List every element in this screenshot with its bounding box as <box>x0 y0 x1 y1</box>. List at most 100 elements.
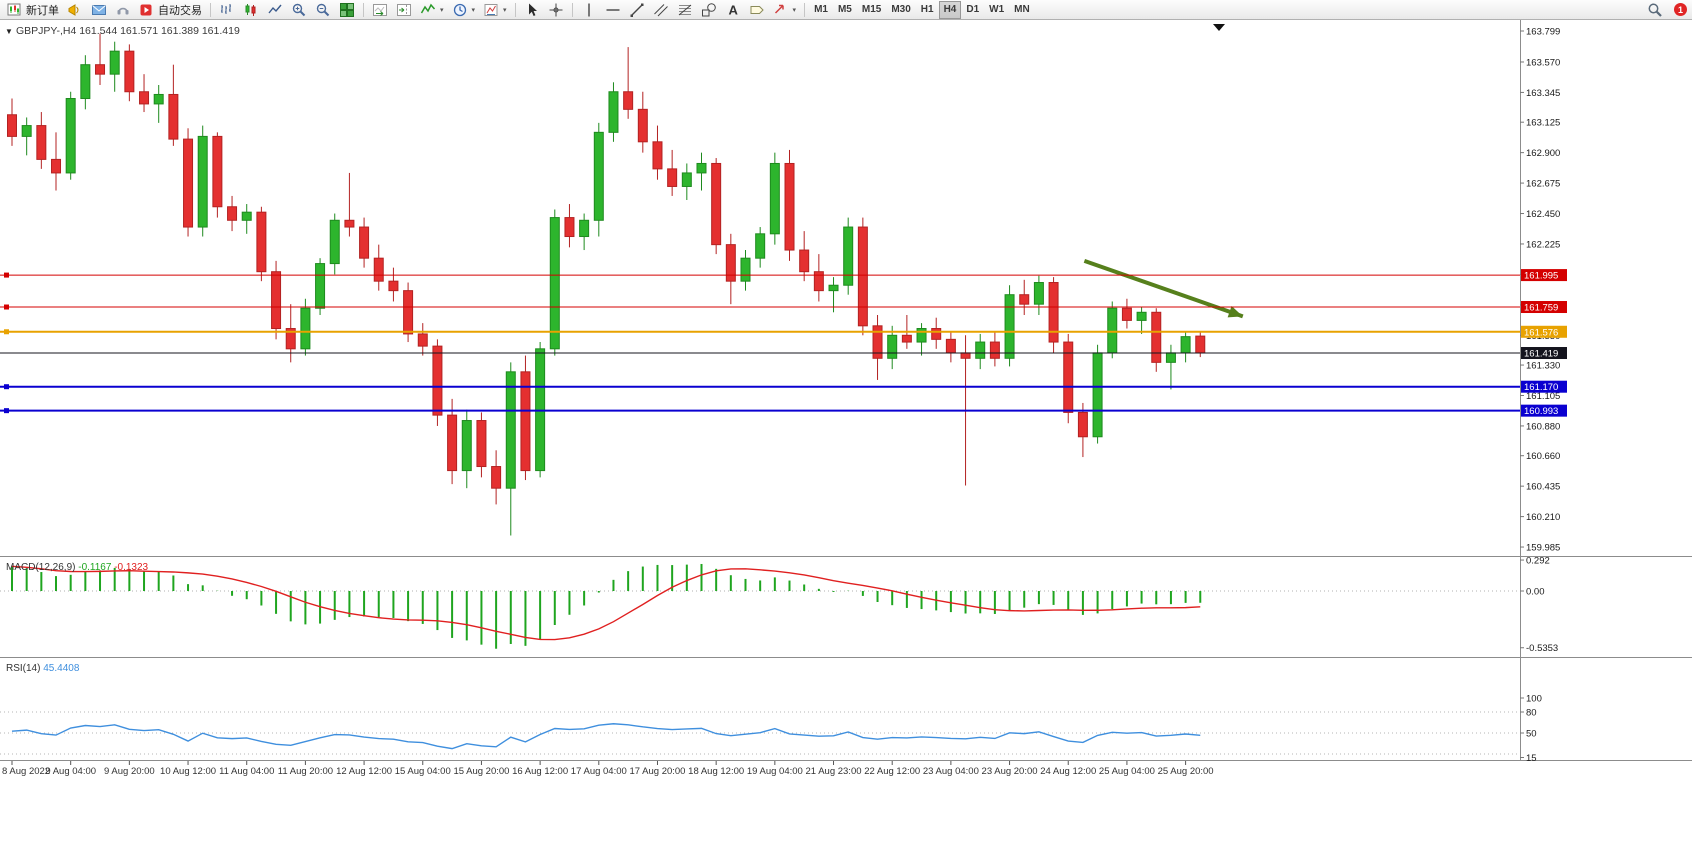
channel-button[interactable] <box>649 0 673 19</box>
candle <box>36 125 47 160</box>
tf-m30[interactable]: M30 <box>886 1 915 19</box>
time-label: 25 Aug 20:00 <box>1158 766 1214 777</box>
rsi-axis-tick: 80 <box>1526 708 1537 719</box>
line-handle[interactable] <box>4 272 9 278</box>
chevron-down-icon[interactable]: ▾ <box>792 6 797 14</box>
candle <box>124 50 135 93</box>
vline-icon <box>581 2 597 18</box>
line-handle[interactable] <box>4 384 9 390</box>
zoomout-icon <box>315 2 331 18</box>
tf-h4-label: H4 <box>943 4 957 15</box>
line-handle[interactable] <box>4 329 9 335</box>
candle <box>740 257 751 282</box>
tf-h1[interactable]: H1 <box>916 1 939 19</box>
candle <box>7 114 17 137</box>
candle <box>139 91 150 105</box>
line-chart-button[interactable] <box>263 0 287 19</box>
macd-axis-tick: 0.292 <box>1526 556 1550 567</box>
line-handle[interactable] <box>4 408 9 414</box>
svg-text:A: A <box>728 2 738 17</box>
tf-mn[interactable]: MN <box>1009 1 1035 19</box>
templates-button[interactable]: ▾ <box>479 0 511 19</box>
candle <box>461 420 472 472</box>
tf-m15-label: M15 <box>861 4 882 15</box>
rsi-axis-tick: 50 <box>1526 729 1537 740</box>
candle <box>1180 336 1191 354</box>
zoomin-icon <box>291 2 307 18</box>
tf-h4[interactable]: H4 <box>938 0 962 19</box>
support-button[interactable] <box>111 0 135 19</box>
rsi-line <box>11 723 1201 750</box>
chart-svg: ▼ GBPJPY-,H4 161.544 161.571 161.389 161.… <box>0 20 1692 784</box>
candle <box>1077 411 1088 438</box>
chart-shift-button[interactable] <box>392 0 416 19</box>
announcement-button[interactable] <box>63 0 87 19</box>
price-axis[interactable] <box>1520 20 1692 760</box>
shapes-button[interactable] <box>697 0 721 19</box>
tf-m15[interactable]: M15 <box>857 1 886 19</box>
vertical-line-button[interactable] <box>577 0 601 19</box>
shapes-icon <box>701 2 717 18</box>
candle <box>769 162 780 235</box>
toolbar-separator <box>571 2 573 17</box>
candle <box>432 345 443 416</box>
toolbar-separator <box>363 2 364 17</box>
new-order-button[interactable]: 新订单 <box>3 0 63 19</box>
candlestick-chart-button[interactable] <box>239 0 263 19</box>
text-button[interactable]: A <box>721 0 745 19</box>
chart-canvas[interactable] <box>0 20 1692 784</box>
time-label: 8 Aug 2022 <box>2 766 50 777</box>
candle <box>1033 282 1044 305</box>
crosshair-button[interactable] <box>544 0 568 19</box>
tf-d1-label: D1 <box>966 4 980 15</box>
indicators-button[interactable]: ▾ <box>416 0 448 19</box>
candle <box>916 328 927 343</box>
periods-button[interactable]: ▾ <box>448 0 480 19</box>
candle <box>1136 311 1147 321</box>
autotrading-button[interactable]: 自动交易 <box>135 0 206 19</box>
chevron-down-icon[interactable]: ▾ <box>471 6 476 14</box>
cursor-button[interactable] <box>520 0 544 19</box>
candle <box>373 257 384 282</box>
autoscroll-icon <box>372 2 388 18</box>
trendline-button[interactable] <box>625 0 649 19</box>
zoom-in-button[interactable] <box>287 0 311 19</box>
zoom-out-button[interactable] <box>311 0 335 19</box>
price-label-box <box>1521 269 1567 282</box>
auto-scroll-button[interactable] <box>368 0 392 19</box>
candle <box>975 341 986 359</box>
notification-badge[interactable]: 1 <box>1674 3 1687 16</box>
candle <box>388 280 399 292</box>
toolbar: 新订单 自动交易 ▾ ▾ ▾ A ▾ M1 M5 M15 M30 H1 H4 D1 W1 MN <box>0 0 1692 20</box>
rsi-axis-tick: 100 <box>1526 694 1542 705</box>
line-handle[interactable] <box>4 304 9 310</box>
collapse-triangle-icon[interactable]: ▼ <box>5 27 13 36</box>
text-label-button[interactable] <box>745 0 769 19</box>
candle <box>564 217 575 238</box>
tf-w1[interactable]: W1 <box>984 1 1009 19</box>
chevron-down-icon[interactable]: ▾ <box>503 6 507 14</box>
tf-m1[interactable]: M1 <box>809 1 833 19</box>
tf-m5[interactable]: M5 <box>833 1 857 19</box>
candle <box>960 352 971 359</box>
price-label: 161.576 <box>1524 327 1558 338</box>
tf-d1[interactable]: D1 <box>961 1 984 19</box>
message-button[interactable] <box>87 0 111 19</box>
candle <box>359 226 370 259</box>
neworder-icon <box>7 2 23 18</box>
search-icon[interactable] <box>1643 0 1667 19</box>
bar-chart-button[interactable] <box>215 0 239 19</box>
arrows-icon <box>773 2 789 18</box>
candle <box>784 162 795 251</box>
window-expand-icon[interactable] <box>1213 24 1225 31</box>
arrows-button[interactable]: ▾ <box>769 0 801 19</box>
chevron-down-icon[interactable]: ▾ <box>440 6 444 14</box>
candles-layer <box>7 33 1206 536</box>
tile-windows-button[interactable] <box>335 0 359 19</box>
candle <box>80 64 91 100</box>
horizontal-line-button[interactable] <box>601 0 625 19</box>
fibonacci-button[interactable] <box>673 0 697 19</box>
time-axis-zone[interactable] <box>0 761 1520 783</box>
time-label: 23 Aug 04:00 <box>923 766 979 777</box>
chartshift-icon <box>396 2 412 18</box>
